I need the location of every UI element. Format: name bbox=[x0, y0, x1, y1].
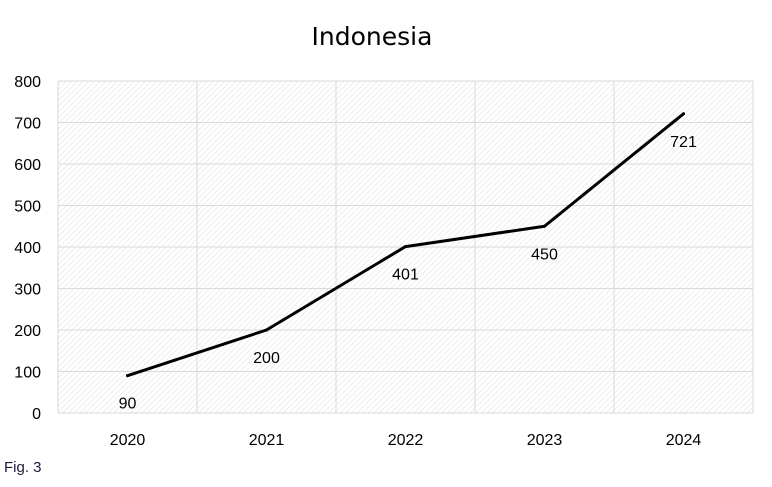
data-label: 450 bbox=[531, 246, 558, 263]
data-point bbox=[682, 112, 685, 116]
y-tick-label: 200 bbox=[14, 323, 41, 340]
y-tick-label: 300 bbox=[14, 282, 41, 299]
data-point bbox=[404, 245, 407, 249]
data-label: 90 bbox=[119, 396, 137, 413]
y-tick-label: 800 bbox=[14, 74, 41, 91]
y-tick-label: 100 bbox=[14, 365, 41, 382]
y-tick-label: 0 bbox=[32, 406, 41, 423]
data-label: 401 bbox=[392, 267, 419, 284]
x-tick-label: 2021 bbox=[249, 432, 285, 449]
y-tick-label: 400 bbox=[14, 240, 41, 257]
data-point bbox=[543, 224, 546, 228]
series bbox=[126, 112, 685, 378]
data-label: 721 bbox=[670, 134, 697, 151]
y-tick-label: 600 bbox=[14, 157, 41, 174]
x-tick-label: 2024 bbox=[666, 432, 702, 449]
figure-caption: Fig. 3 bbox=[4, 459, 42, 476]
x-tick-label: 2022 bbox=[388, 432, 424, 449]
data-point bbox=[265, 328, 268, 332]
data-point bbox=[126, 374, 129, 378]
data-label: 200 bbox=[253, 350, 280, 367]
data-labels: 90 200 401 450 721 bbox=[119, 134, 697, 413]
y-tick-label: 700 bbox=[14, 116, 41, 133]
y-tick-label: 500 bbox=[14, 199, 41, 216]
gridlines bbox=[57, 80, 754, 414]
chart-title: Indonesia bbox=[312, 22, 433, 51]
x-tick-label: 2023 bbox=[527, 432, 563, 449]
y-axis-ticks: 0 100 200 300 400 500 600 700 800 bbox=[14, 74, 41, 423]
x-axis-ticks: 2020 2021 2022 2023 2024 bbox=[110, 432, 702, 449]
x-tick-label: 2020 bbox=[110, 432, 146, 449]
